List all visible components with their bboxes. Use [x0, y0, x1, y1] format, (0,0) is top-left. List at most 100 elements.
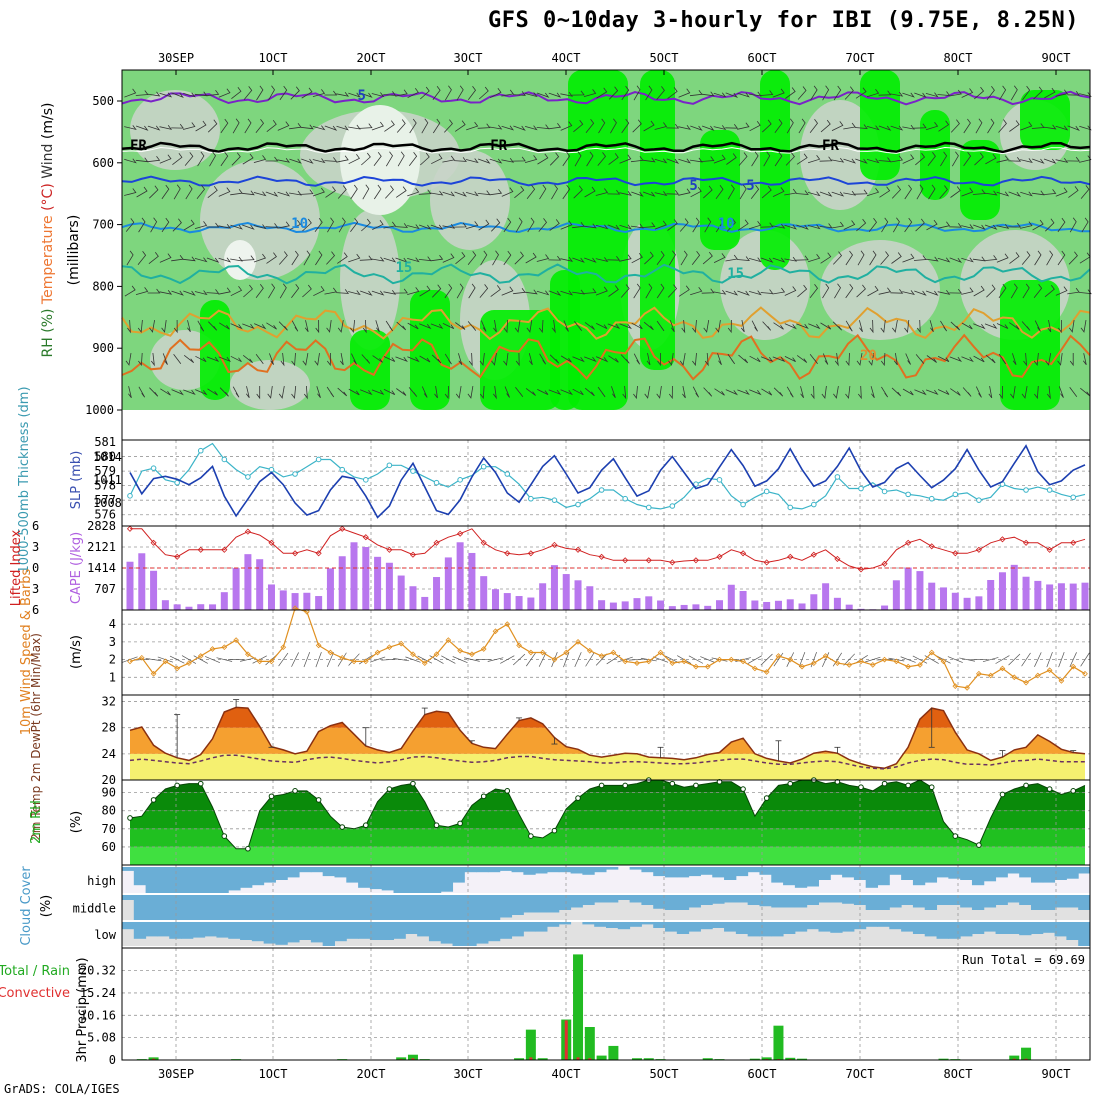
wind-barb: [751, 320, 758, 332]
wind-barb: [395, 186, 407, 198]
cloud-bar-middle: [346, 895, 359, 920]
wind-10m-barb: [1069, 652, 1077, 667]
wind-barb: [384, 120, 395, 132]
wind-barb: [359, 123, 373, 129]
wind-barb: [526, 320, 533, 333]
series-thickness-marker: [127, 493, 133, 499]
wind-barb: [430, 254, 444, 262]
wind-barb: [538, 319, 544, 334]
wind-barb: [501, 187, 514, 197]
wind-barb: [878, 287, 892, 295]
contour-freezing: [121, 141, 1091, 154]
series-thickness-marker: [763, 488, 770, 495]
wind-speed-marker: [575, 639, 581, 645]
wind-barb: [701, 288, 715, 294]
rh-tick: 60: [102, 840, 116, 854]
wind-speed-marker: [928, 649, 935, 656]
wind-barb: [1043, 158, 1057, 164]
wind-barb: [230, 323, 243, 330]
cloud-bar-high: [735, 867, 749, 877]
cloud-bar-low: [665, 922, 678, 932]
wind-barb: [596, 323, 608, 329]
cloud-bar-high: [546, 867, 560, 873]
contour-label: 10: [291, 216, 308, 232]
wind-barb: [796, 153, 808, 165]
wind-barb: [548, 255, 562, 261]
wind-barb: [385, 185, 394, 199]
cloud-bar-low: [735, 922, 749, 934]
wind-barb: [821, 385, 827, 400]
wind-barb: [467, 386, 474, 399]
wind-speed-marker: [881, 656, 888, 663]
date-tick-top: 7OCT: [846, 51, 875, 65]
precip-bar: [537, 1058, 548, 1060]
wind-barb: [572, 356, 585, 363]
wind-barb: [336, 155, 349, 163]
wind-barb: [361, 152, 371, 166]
wind-barb: [949, 89, 962, 97]
li-marker: [386, 546, 393, 553]
wind-barb: [831, 221, 845, 229]
wind-barb: [362, 319, 367, 334]
li-marker: [433, 539, 440, 546]
cloud-bar-middle: [995, 895, 1008, 905]
wind-barb: [220, 151, 229, 167]
series-thickness-marker: [363, 477, 369, 483]
wind-barb: [667, 87, 678, 99]
cloud-bar-high: [263, 867, 276, 883]
wind-barb: [125, 353, 132, 366]
date-tick-bottom: 7OCT: [846, 1067, 875, 1081]
wind-barb: [350, 217, 359, 233]
wind-10m-barb: [405, 656, 421, 663]
cloud-bar-high: [629, 867, 642, 870]
wind-barb: [489, 188, 503, 196]
axis-label-part: 3hr Precip (mm): [75, 957, 90, 1062]
wind-barb: [395, 223, 409, 228]
cloud-bar-middle: [1078, 895, 1091, 910]
slp-ylabel: SLP (mb): [69, 451, 84, 510]
wind-barb: [159, 154, 172, 164]
wind-barb: [1010, 85, 1018, 101]
wind-barb: [1022, 283, 1030, 299]
wind-speed-marker: [410, 651, 416, 658]
precip-bar: [1021, 1047, 1032, 1060]
wind-tick: 3: [109, 635, 116, 649]
wind-barb: [159, 253, 172, 263]
wind-barb: [961, 322, 973, 330]
wind-barb: [1069, 386, 1078, 398]
series-thickness-marker: [457, 477, 463, 483]
wind-barb: [455, 251, 466, 265]
wind-barb: [785, 152, 795, 166]
wind-speed-marker: [681, 658, 688, 665]
wind-barb: [666, 158, 680, 164]
wind-speed-marker: [504, 621, 511, 628]
wind-barb: [278, 386, 285, 399]
cloud-bar-low: [653, 922, 666, 928]
wind-barb: [820, 322, 832, 330]
rh-dry-zone: [224, 240, 256, 280]
wind-barb: [324, 287, 338, 295]
wind-barb: [515, 352, 520, 367]
wind-10m-barb: [193, 655, 208, 664]
wind-barb: [808, 323, 821, 330]
cloud-bar-low: [381, 922, 395, 940]
precip-bar: [525, 1029, 536, 1060]
wind-barb: [525, 252, 537, 264]
wind-barb: [760, 222, 774, 228]
wind-barb: [147, 91, 161, 97]
thickness-ylabel: 1000-500mb Thickness (dm): [17, 386, 32, 573]
wind-barb: [1057, 319, 1062, 334]
wind-speed-marker: [1070, 663, 1077, 670]
wind-barb: [514, 251, 524, 265]
series-rh-marker: [197, 780, 204, 787]
wind-barb: [301, 87, 313, 99]
wind-ylabel: 10m Wind Speed & Barbs: [19, 569, 34, 736]
cape-bar: [916, 571, 924, 610]
temp-tick: 20: [102, 773, 116, 787]
li-marker: [174, 553, 181, 560]
wind-barb: [772, 223, 786, 229]
wind-barb: [985, 354, 996, 364]
wind-10m-barb: [912, 655, 928, 664]
wind-barb: [925, 389, 939, 395]
cloud-bar-high: [948, 867, 961, 879]
